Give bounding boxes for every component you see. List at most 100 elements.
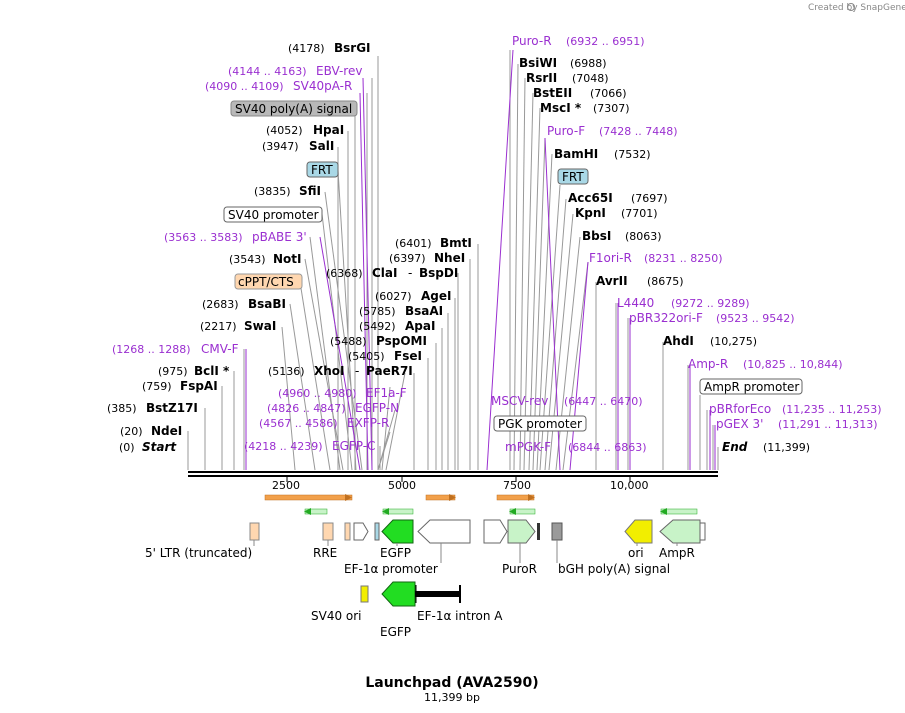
site-xhoi: XhoI xyxy=(314,364,345,378)
primer-mpgk-f: mPGK-F xyxy=(505,440,551,454)
site-position: (3543) xyxy=(229,253,266,266)
feature-sv40-prom-arrow xyxy=(353,522,369,541)
feature-frt-box xyxy=(374,522,380,541)
primer-sv40pa-r: SV40pA-R xyxy=(293,79,352,93)
feature-cppt-box xyxy=(344,522,351,541)
feature-box-frt xyxy=(306,161,339,178)
site-kpni: KpnI xyxy=(575,206,606,220)
feature-ef1a-intron-label: EF-1α intron A xyxy=(417,609,503,623)
feature-ef1a-promoter-label: EF-1α promoter xyxy=(344,562,438,576)
site-hpai: HpaI xyxy=(313,123,344,137)
map-start: Start xyxy=(142,440,177,454)
feature-frt-marker xyxy=(537,523,540,540)
site-bsiwi: BsiWI xyxy=(519,56,557,70)
primer-position: (10,825 .. 10,844) xyxy=(743,358,843,371)
site-position: (975) xyxy=(158,365,188,378)
map-subtitle: 11,399 bp xyxy=(424,691,480,704)
site-bmti: BmtI xyxy=(440,236,472,250)
primer-ebv-rev: EBV-rev xyxy=(316,64,362,78)
feature-frt-label: FRT xyxy=(311,163,333,177)
feature-sv40-ori-label: SV40 ori xyxy=(311,609,362,623)
site-swai: SwaI xyxy=(244,319,276,333)
feature-bgh-polya xyxy=(551,522,563,541)
site-paer7i: PaeR7I xyxy=(366,364,413,378)
primer-cmv-f: CMV-F xyxy=(201,342,239,356)
svg-text:-: - xyxy=(408,266,412,280)
primer-position: (6447 .. 6470) xyxy=(564,395,643,408)
primer-pbrforeco: pBRforEco xyxy=(709,402,771,416)
feature-box-ampr-promoter xyxy=(699,378,803,395)
primer-binding-arrows xyxy=(264,494,698,515)
map-title: Launchpad (AVA2590) xyxy=(365,675,538,691)
tick-label: 5000 xyxy=(388,479,416,492)
feature-box-frt xyxy=(557,168,589,185)
site-position: (7307) xyxy=(593,102,630,115)
primer-position: (7428 .. 7448) xyxy=(599,125,678,138)
feature-sv40-polya-label: SV40 poly(A) signal xyxy=(235,102,352,116)
feature-track-2: SV40 ori EGFP EF-1α intron A xyxy=(311,581,503,639)
primer-position: (4218 .. 4239) xyxy=(244,440,323,453)
feature-ef1a-intron xyxy=(415,591,460,597)
site-pspomi: PspOMI xyxy=(376,334,427,348)
site-bstz17i: BstZ17I xyxy=(146,401,198,415)
feature-5ltr xyxy=(249,522,260,541)
site-position: (0) xyxy=(119,441,135,454)
site-position: (8063) xyxy=(625,230,662,243)
site-position: (10,275) xyxy=(710,335,757,348)
primer-position: (8231 .. 8250) xyxy=(644,252,723,265)
site-position: (5492) xyxy=(359,320,396,333)
site-avrii: AvrII xyxy=(596,274,628,288)
site-bsaai: BsaAI xyxy=(405,304,443,318)
site-position: (6401) xyxy=(395,237,432,250)
site-ndei: NdeI xyxy=(151,424,182,438)
primer-ef1a-f: EF1a-F xyxy=(366,386,407,400)
site-position: (7697) xyxy=(631,192,668,205)
feature-pgk-promoter-label: PGK promoter xyxy=(498,417,582,431)
site-position: (6988) xyxy=(570,57,607,70)
feature-ampr-promoter-label: AmpR promoter xyxy=(704,380,799,394)
primer-position: (4144 .. 4163) xyxy=(228,65,307,78)
site-clai: ClaI xyxy=(372,266,397,280)
primer-position: (4090 .. 4109) xyxy=(205,80,284,93)
feature-sv40-promoter-label: SV40 promoter xyxy=(228,208,319,222)
feature-puror xyxy=(507,519,536,544)
site-agei: AgeI xyxy=(421,289,451,303)
feature-pgk-prom-arrow xyxy=(483,519,508,544)
site-position: (6368) xyxy=(326,267,363,280)
site-apai: ApaI xyxy=(405,319,435,333)
primer-exfp-r: EXFP-R xyxy=(347,416,389,430)
feature-cppt-label: cPPT/CTS xyxy=(238,275,294,289)
site-bamhi: BamHI xyxy=(554,147,598,161)
site-position: (20) xyxy=(120,425,143,438)
site-msci: MscI * xyxy=(540,101,582,115)
site-sali: SalI xyxy=(309,139,334,153)
feature-box-cppt xyxy=(234,273,303,290)
site-position: (3835) xyxy=(254,185,291,198)
site-position: (2683) xyxy=(202,298,239,311)
tick-label: 7500 xyxy=(503,479,531,492)
primer-position: (6844 .. 6863) xyxy=(568,441,647,454)
site-acc65i: Acc65I xyxy=(568,191,613,205)
site-position: (5488) xyxy=(330,335,367,348)
primer-position: (6932 .. 6951) xyxy=(566,35,645,48)
left-labels: (4178) BsrGI (4144 .. 4163) EBV-rev (409… xyxy=(107,41,371,454)
primer-pbabe-3: pBABE 3' xyxy=(252,230,307,244)
site-position: (11,399) xyxy=(763,441,810,454)
primer-position: (1268 .. 1288) xyxy=(112,343,191,356)
feature-egfp xyxy=(381,519,414,544)
site-bbsi: BbsI xyxy=(582,229,611,243)
feature-ori-label: ori xyxy=(628,546,644,560)
site-ahdi: AhdI xyxy=(663,334,694,348)
tick-label: 2500 xyxy=(272,479,300,492)
middle-labels: (6401) BmtI (6397) NheI (6368) ClaI - Bs… xyxy=(244,236,472,453)
site-bsabi: BsaBI xyxy=(248,297,286,311)
site-position: (4052) xyxy=(266,124,303,137)
site-bcli: BclI * xyxy=(194,364,230,378)
site-position: (3947) xyxy=(262,140,299,153)
feature-egfp-2 xyxy=(381,581,416,607)
feature-egfp-label: EGFP xyxy=(380,546,411,560)
primer-mscv-rev: MSCV-rev xyxy=(491,394,548,408)
site-position: (5136) xyxy=(268,365,305,378)
site-position: (5785) xyxy=(359,305,396,318)
